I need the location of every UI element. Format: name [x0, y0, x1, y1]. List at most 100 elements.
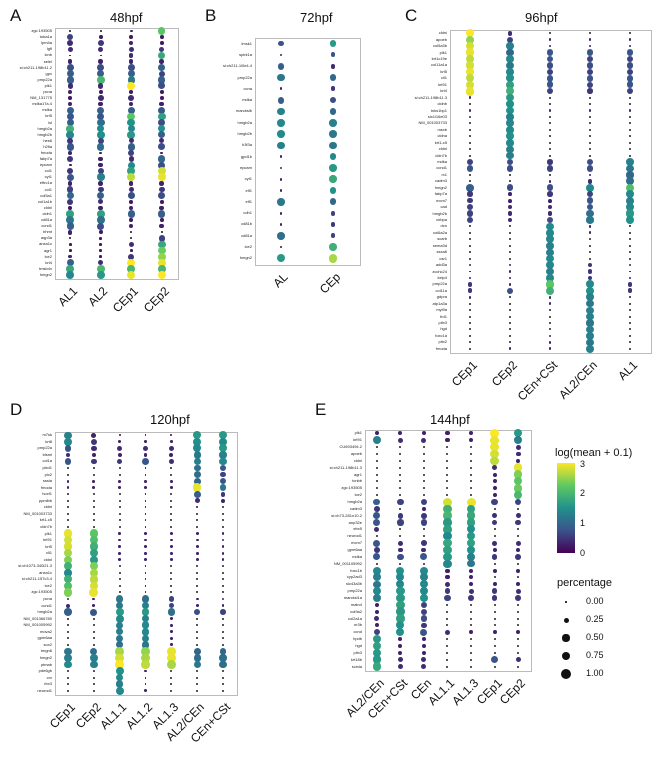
expression-dot [506, 132, 514, 141]
expression-dot [66, 106, 74, 114]
expression-dot [422, 473, 425, 476]
expression-dot [117, 452, 122, 457]
expression-dot [66, 630, 69, 633]
gene-label: col1 [44, 186, 52, 192]
expression-dot [141, 608, 150, 617]
gene-label: col1a [42, 458, 52, 464]
expression-dot [506, 113, 514, 121]
expression-dot [66, 597, 70, 601]
expression-dot [67, 83, 73, 89]
expression-dot [67, 137, 74, 144]
expression-dot [469, 141, 471, 144]
gene-label: ccnd [353, 629, 362, 635]
expression-dot [586, 183, 594, 192]
expression-dot [159, 218, 164, 222]
expression-dot [467, 532, 476, 541]
gene-label: myl9a [436, 307, 447, 313]
expression-dot [466, 183, 474, 192]
expression-dot [586, 293, 594, 302]
x-axis-tick-label: AL1 [55, 284, 81, 310]
expression-dot [279, 211, 283, 215]
expression-dot [492, 547, 497, 552]
expression-dot [195, 551, 199, 555]
expression-dot [329, 153, 337, 161]
expression-dot [509, 257, 511, 260]
expression-dot [491, 588, 498, 594]
expression-dot [66, 617, 69, 620]
expression-dot [468, 263, 472, 267]
expression-dot [492, 479, 497, 484]
gene-label: pitx2 [438, 339, 447, 345]
gene-label: krt8 [45, 438, 52, 444]
expression-dot [115, 680, 124, 688]
gene-label: pitx3 [438, 320, 447, 326]
panel-D-letter: D [10, 400, 23, 419]
expression-dot [118, 493, 121, 496]
expression-dot [127, 118, 136, 127]
expression-dot [127, 130, 136, 139]
expression-dot [98, 230, 103, 235]
expression-dot [372, 573, 381, 582]
expression-dot [196, 630, 199, 633]
expression-dot [420, 498, 428, 506]
expression-dot [128, 46, 134, 52]
expression-dot [158, 155, 166, 163]
expression-dot [469, 128, 471, 131]
expression-dot [66, 210, 75, 218]
expression-dot [328, 254, 338, 263]
gene-label: mcm7 [351, 540, 362, 546]
gene-label: anp32e [348, 519, 362, 525]
expression-dot [373, 547, 380, 553]
expression-dot [398, 650, 403, 655]
expression-dot [63, 548, 73, 558]
gene-label: cldn7b [40, 523, 52, 529]
expression-dot [509, 315, 511, 318]
size-legend-dot [565, 601, 567, 603]
expression-dot [446, 651, 449, 654]
expression-dot [159, 59, 164, 64]
expression-dot [465, 35, 475, 44]
expression-dot [468, 115, 472, 119]
expression-dot [97, 112, 105, 121]
expression-dot [329, 130, 337, 138]
expression-dot [64, 431, 72, 439]
expression-dot [329, 141, 337, 150]
expression-dot [96, 118, 105, 127]
expression-dot [626, 190, 634, 199]
expression-dot [128, 95, 135, 102]
expression-dot [329, 96, 337, 104]
expression-dot [629, 328, 631, 331]
expression-dot [586, 203, 594, 211]
expression-dot [396, 573, 405, 582]
expression-dot [548, 179, 552, 183]
expression-dot [446, 638, 449, 641]
gene-label: epcam [39, 162, 52, 168]
expression-dot [193, 464, 201, 472]
expression-dot [508, 276, 512, 280]
expression-dot [92, 630, 95, 633]
gene-label: lpm4a [41, 40, 52, 46]
expression-dot [128, 241, 134, 248]
gene-label: pmp22a [237, 74, 252, 80]
expression-dot [118, 519, 121, 522]
gene-label: sema3d [432, 242, 447, 248]
gene-label: gpm6aa [37, 635, 52, 641]
expression-dot [144, 493, 147, 496]
expression-dot [222, 683, 225, 686]
expression-dot [66, 512, 69, 515]
expression-dot [144, 571, 147, 574]
expression-dot [509, 296, 511, 299]
expression-dot [127, 124, 135, 133]
expression-dot [63, 581, 72, 590]
expression-dot [141, 647, 150, 656]
expression-dot [626, 203, 634, 211]
expression-dot [157, 270, 166, 280]
expression-dot [118, 499, 121, 502]
expression-dot [130, 231, 133, 234]
expression-dot [586, 74, 594, 82]
expression-dot [222, 670, 225, 673]
expression-dot [586, 344, 594, 353]
expression-dot [517, 610, 520, 613]
gene-label: krt5 [45, 543, 52, 549]
gene-label: ccnd1 [41, 223, 52, 229]
